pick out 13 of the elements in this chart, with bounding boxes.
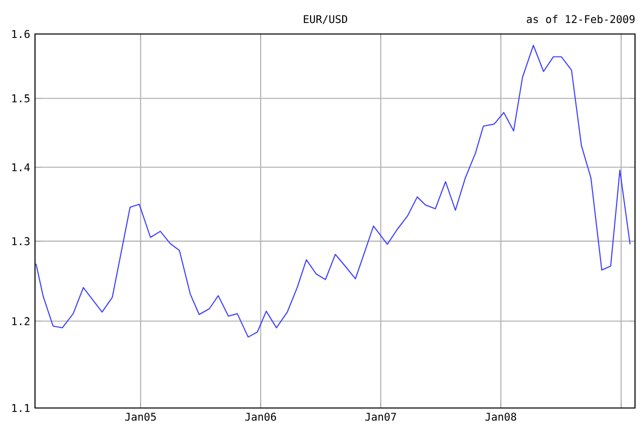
x-tick-label: Jan07: [365, 412, 396, 421]
x-tick-label: Jan08: [485, 412, 516, 421]
y-tick-label: 1.3: [12, 237, 30, 246]
chart-subtitle: as of 12-Feb-2009: [526, 14, 635, 24]
line-series: [35, 44, 631, 338]
y-tick-label: 1.6: [12, 30, 30, 38]
y-tick-label: 1.5: [12, 94, 30, 102]
y-tick-label: 1.1: [12, 404, 30, 412]
chart-title: EUR/USD: [304, 15, 348, 24]
y-tick-label: 1.2: [12, 317, 30, 326]
x-tick-label: Jan05: [125, 412, 156, 421]
y-tick-label: 1.4: [12, 163, 30, 172]
x-tick-label: Jan06: [245, 412, 276, 421]
